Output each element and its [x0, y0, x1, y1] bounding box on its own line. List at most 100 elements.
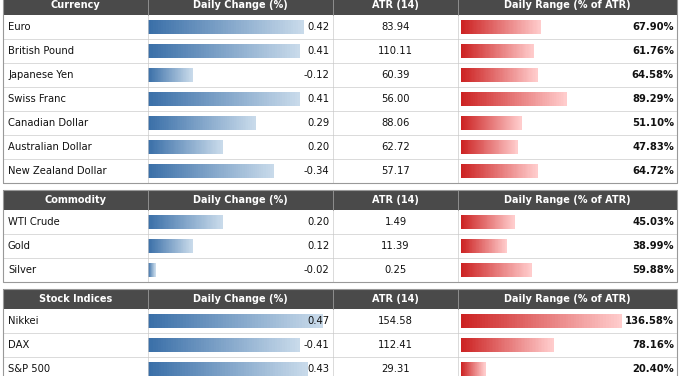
Bar: [464, 362, 465, 376]
Bar: [472, 362, 473, 376]
Bar: [277, 20, 281, 34]
Bar: [469, 116, 471, 130]
Bar: [153, 92, 156, 106]
Bar: [464, 164, 465, 178]
Bar: [471, 44, 473, 58]
Bar: [515, 338, 517, 352]
Bar: [530, 314, 534, 328]
Bar: [477, 164, 479, 178]
Bar: [509, 20, 511, 34]
Bar: [231, 362, 233, 376]
Bar: [196, 44, 199, 58]
Text: 29.31: 29.31: [381, 364, 410, 374]
Bar: [528, 263, 530, 277]
Bar: [502, 68, 503, 82]
Bar: [158, 68, 160, 82]
Bar: [477, 314, 480, 328]
Bar: [504, 338, 506, 352]
Bar: [484, 116, 486, 130]
Bar: [482, 20, 484, 34]
Bar: [472, 140, 474, 154]
Bar: [163, 140, 165, 154]
Bar: [521, 338, 523, 352]
Bar: [166, 68, 167, 82]
Bar: [154, 68, 156, 82]
Bar: [463, 140, 464, 154]
Bar: [469, 362, 471, 376]
Bar: [507, 44, 509, 58]
Bar: [213, 164, 216, 178]
Bar: [559, 92, 562, 106]
Text: 112.41: 112.41: [378, 340, 413, 350]
Bar: [496, 263, 498, 277]
Bar: [494, 44, 496, 58]
Bar: [477, 140, 478, 154]
Bar: [470, 92, 472, 106]
Bar: [530, 20, 532, 34]
Bar: [296, 362, 300, 376]
Bar: [497, 215, 498, 229]
Bar: [484, 362, 485, 376]
Bar: [158, 116, 161, 130]
Bar: [3, 87, 677, 111]
Bar: [530, 263, 532, 277]
Bar: [513, 92, 516, 106]
Bar: [158, 20, 161, 34]
Bar: [158, 68, 159, 82]
Bar: [518, 68, 520, 82]
Bar: [150, 239, 151, 253]
Bar: [495, 140, 496, 154]
Bar: [469, 44, 470, 58]
Bar: [168, 338, 171, 352]
Bar: [483, 263, 485, 277]
Bar: [508, 68, 510, 82]
Bar: [505, 263, 506, 277]
Bar: [168, 140, 169, 154]
Bar: [488, 140, 490, 154]
Bar: [547, 92, 549, 106]
Bar: [215, 215, 216, 229]
Bar: [483, 239, 484, 253]
Bar: [265, 338, 267, 352]
Bar: [295, 44, 298, 58]
Bar: [485, 215, 486, 229]
Bar: [528, 338, 530, 352]
Bar: [3, 135, 677, 159]
Bar: [154, 239, 155, 253]
Bar: [466, 239, 468, 253]
Bar: [212, 140, 214, 154]
Bar: [524, 44, 526, 58]
Bar: [180, 215, 182, 229]
Bar: [226, 92, 229, 106]
Bar: [464, 263, 466, 277]
Bar: [484, 164, 486, 178]
Bar: [171, 92, 174, 106]
Bar: [481, 362, 482, 376]
Bar: [466, 215, 468, 229]
Bar: [286, 20, 288, 34]
Bar: [497, 44, 499, 58]
Bar: [205, 164, 207, 178]
Bar: [239, 44, 242, 58]
Bar: [225, 116, 227, 130]
Bar: [228, 362, 231, 376]
Bar: [217, 362, 220, 376]
Bar: [273, 362, 276, 376]
Bar: [514, 164, 516, 178]
Bar: [175, 68, 177, 82]
Bar: [162, 215, 163, 229]
Bar: [184, 68, 185, 82]
Bar: [487, 239, 488, 253]
Bar: [475, 20, 477, 34]
Bar: [509, 116, 511, 130]
Bar: [476, 338, 478, 352]
Bar: [294, 362, 297, 376]
Bar: [159, 140, 160, 154]
Bar: [247, 92, 250, 106]
Bar: [196, 140, 198, 154]
Bar: [524, 338, 526, 352]
Bar: [191, 92, 194, 106]
Bar: [171, 239, 173, 253]
Bar: [581, 314, 585, 328]
Bar: [488, 116, 490, 130]
